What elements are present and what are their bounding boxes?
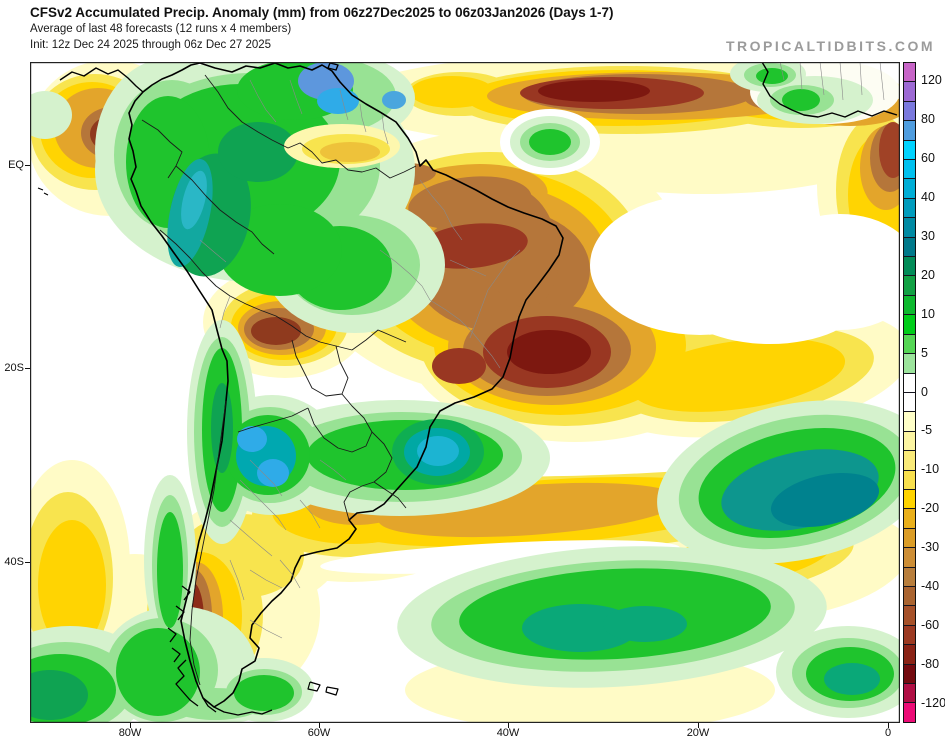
colorbar-segment xyxy=(904,276,915,296)
lon-label: 20W xyxy=(686,727,710,739)
colorbar-segment xyxy=(904,160,915,180)
colorbar-tick-label: -120 xyxy=(921,695,945,710)
border-uruguay xyxy=(237,407,407,521)
colorbar-segment xyxy=(904,412,915,432)
gray-borders-brazil xyxy=(379,179,521,369)
lon-tick xyxy=(697,723,699,728)
gray-borders-guianas xyxy=(249,79,389,145)
border-north xyxy=(204,74,417,179)
colorbar-segment xyxy=(904,606,915,626)
lat-label: 20S xyxy=(4,362,24,374)
colorbar-tick-label: -60 xyxy=(921,617,940,632)
lat-label: 40S xyxy=(4,556,24,568)
colorbar-segment xyxy=(904,703,915,722)
map-frame xyxy=(30,61,900,723)
lon-tick xyxy=(129,723,131,728)
border-chile-argentina xyxy=(189,400,227,686)
colorbar-segment xyxy=(904,218,915,238)
lon-label: 80W xyxy=(118,727,142,739)
colorbar-tick-label: 80 xyxy=(921,112,935,127)
lon-label: 0 xyxy=(884,727,892,739)
colorbar-segment xyxy=(904,179,915,199)
colorbar-tick-label: 10 xyxy=(921,306,935,321)
colorbar-tick-label: 30 xyxy=(921,228,935,243)
tierra-del-fuego-coastline xyxy=(167,585,273,716)
colorbar-segment xyxy=(904,392,915,413)
gray-borders-africa xyxy=(779,62,885,101)
lon-label: 60W xyxy=(307,727,331,739)
colorbar-tick-label: -5 xyxy=(921,423,933,438)
colorbar-segment xyxy=(904,528,915,549)
lon-tick xyxy=(507,723,509,728)
colorbar-segment xyxy=(904,586,915,607)
colorbar-tick-label: -20 xyxy=(921,501,940,516)
colorbar-segment xyxy=(904,645,915,665)
lat-tick xyxy=(25,561,30,563)
colorbar-segment xyxy=(904,198,915,219)
colorbar-segment xyxy=(904,489,915,510)
colorbar-tick-label: -40 xyxy=(921,578,940,593)
colorbar-segment xyxy=(904,140,915,161)
colorbar-tick-label: 5 xyxy=(921,345,928,360)
colorbar-segment xyxy=(904,63,915,83)
colorbar-segment xyxy=(904,121,915,141)
country-border-layer xyxy=(141,74,417,686)
colorbar-segment xyxy=(904,684,915,704)
lat-tick xyxy=(25,164,30,166)
border-west xyxy=(141,119,353,351)
colorbar-segment xyxy=(904,373,915,393)
colorbar-tick-label: -10 xyxy=(921,462,940,477)
colorbar-segment xyxy=(904,295,915,316)
colorbar-segment xyxy=(904,257,915,277)
colorbar-segment xyxy=(904,548,915,568)
colorbar-segment xyxy=(904,82,915,102)
precip-anomaly-map xyxy=(30,61,900,723)
colorbar-segment xyxy=(904,509,915,529)
colorbar-tick-label: 0 xyxy=(921,384,928,399)
lon-tick xyxy=(887,723,889,728)
colorbar-segment xyxy=(904,354,915,374)
anomaly-fill-layer xyxy=(30,62,900,723)
colorbar-segment xyxy=(904,101,915,122)
colorbar-segment xyxy=(904,451,915,471)
lat-label: EQ xyxy=(8,159,24,171)
init-line: Init: 12z Dec 24 2025 through 06z Dec 27… xyxy=(30,39,272,51)
colorbar-segment xyxy=(904,431,915,452)
south-america-coastline xyxy=(128,62,564,708)
colorbar-segment xyxy=(904,334,915,355)
state-border-layer xyxy=(199,62,885,639)
gray-borders-argentina xyxy=(199,239,347,639)
colorbar-segment xyxy=(904,315,915,335)
coastline-layer xyxy=(37,62,898,716)
colorbar xyxy=(903,62,916,723)
page-subtitle: Average of last 48 forecasts (12 runs x … xyxy=(30,23,292,35)
falkland-islands-coastline xyxy=(307,681,339,696)
colorbar-tick-label: 20 xyxy=(921,267,935,282)
galapagos-islands xyxy=(37,187,49,196)
colorbar-segment xyxy=(904,625,915,646)
border-bolivia-paraguay xyxy=(291,329,407,453)
lat-tick xyxy=(25,367,30,369)
colorbar-tick-label: 60 xyxy=(921,151,935,166)
colorbar-tick-label: 40 xyxy=(921,190,935,205)
colorbar-tick-label: -80 xyxy=(921,656,940,671)
colorbar-segment xyxy=(904,237,915,258)
central-america-coastline xyxy=(59,62,339,93)
colorbar-segment xyxy=(904,664,915,684)
colorbar-tick-label: -30 xyxy=(921,540,940,555)
map-svg xyxy=(30,61,900,723)
lon-tick xyxy=(318,723,320,728)
colorbar-tick-label: 120 xyxy=(921,73,942,88)
page-title: CFSv2 Accumulated Precip. Anomaly (mm) f… xyxy=(30,5,614,20)
lon-label: 40W xyxy=(496,727,520,739)
site-watermark: TROPICALTIDBITS.COM xyxy=(725,38,935,54)
colorbar-segment xyxy=(904,567,915,587)
west-africa-coastline xyxy=(761,62,898,118)
colorbar-segment xyxy=(904,470,915,490)
